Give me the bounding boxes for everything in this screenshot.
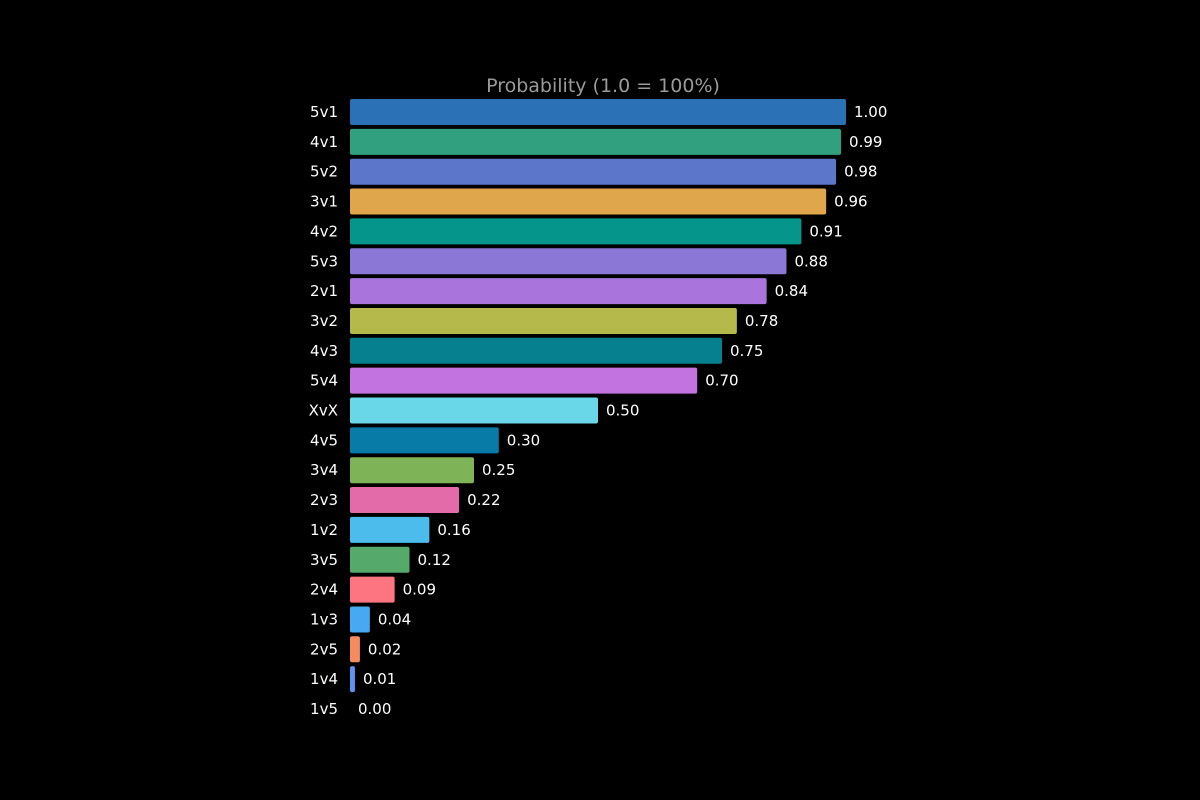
value-label-5v3: 0.88 [794,252,827,270]
value-label-1v4: 0.01 [363,670,396,688]
bar-1v2 [350,516,430,543]
category-label-5v4: 5v4 [310,372,338,390]
value-label-5v1: 1.00 [854,103,887,121]
category-label-1v4: 1v4 [310,670,338,688]
bar-2v4 [350,576,395,603]
value-label-1v2: 0.16 [437,521,470,539]
value-label-4v3: 0.75 [730,342,763,360]
bar-1v3 [350,606,370,633]
bar-4v5 [350,427,499,454]
category-label-2v5: 2v5 [310,640,338,658]
category-label-5v1: 5v1 [310,103,338,121]
category-label-2v3: 2v3 [310,491,338,509]
chart-title: Probability (1.0 = 100%) [486,75,720,97]
value-label-1v3: 0.04 [378,610,411,628]
value-label-4v2: 0.91 [809,222,842,240]
bar-4v2 [350,218,802,245]
category-label-xvx: XvX [309,402,338,420]
category-label-1v5: 1v5 [310,700,338,718]
bar-3v5 [350,546,410,573]
bar-1v4 [350,666,355,693]
category-label-4v5: 4v5 [310,431,338,449]
bar-xvx [350,397,598,424]
value-label-4v5: 0.30 [507,431,540,449]
value-label-2v4: 0.09 [403,581,436,599]
value-label-1v5: 0.00 [358,700,391,718]
value-labels: 1.00 0.99 0.98 0.96 0.91 0.88 0.84 0.78 0.75 0.70… [358,103,887,718]
value-label-3v1: 0.96 [834,193,867,211]
value-label-2v5: 0.02 [368,640,401,658]
category-label-5v3: 5v3 [310,252,338,270]
bar-5v1 [350,99,846,125]
category-label-4v2: 4v2 [310,222,338,240]
value-label-2v1: 0.84 [775,282,808,300]
category-label-1v2: 1v2 [310,521,338,539]
bars-layer [350,99,846,693]
category-label-4v3: 4v3 [310,342,338,360]
category-label-3v1: 3v1 [310,193,338,211]
bar-5v2 [350,158,837,185]
category-label-4v1: 4v1 [310,133,338,151]
category-label-2v1: 2v1 [310,282,338,300]
value-label-2v3: 0.22 [467,491,500,509]
value-label-3v4: 0.25 [482,461,515,479]
bar-5v4 [350,367,698,394]
category-labels: 5v1 4v1 5v2 3v1 4v2 5v3 2v1 3v2 4v3 5v4 XvX 4v5 3v4 2… [309,103,338,718]
bar-2v5 [350,636,360,663]
bar-2v1 [350,278,767,305]
category-label-2v4: 2v4 [310,581,338,599]
category-label-1v3: 1v3 [310,610,338,628]
value-label-3v2: 0.78 [745,312,778,330]
bar-3v2 [350,307,737,334]
category-label-3v5: 3v5 [310,551,338,569]
bar-3v1 [350,188,827,215]
category-label-3v4: 3v4 [310,461,338,479]
value-label-3v5: 0.12 [418,551,451,569]
value-label-4v1: 0.99 [849,133,882,151]
value-label-5v4: 0.70 [705,372,738,390]
value-label-xvx: 0.50 [606,402,639,420]
bar-5v3 [350,248,787,275]
category-label-3v2: 3v2 [310,312,338,330]
bar-3v4 [350,457,474,484]
bar-4v1 [350,128,842,155]
bar-4v3 [350,337,722,364]
value-label-5v2: 0.98 [844,163,877,181]
bar-2v3 [350,487,460,514]
category-label-5v2: 5v2 [310,163,338,181]
